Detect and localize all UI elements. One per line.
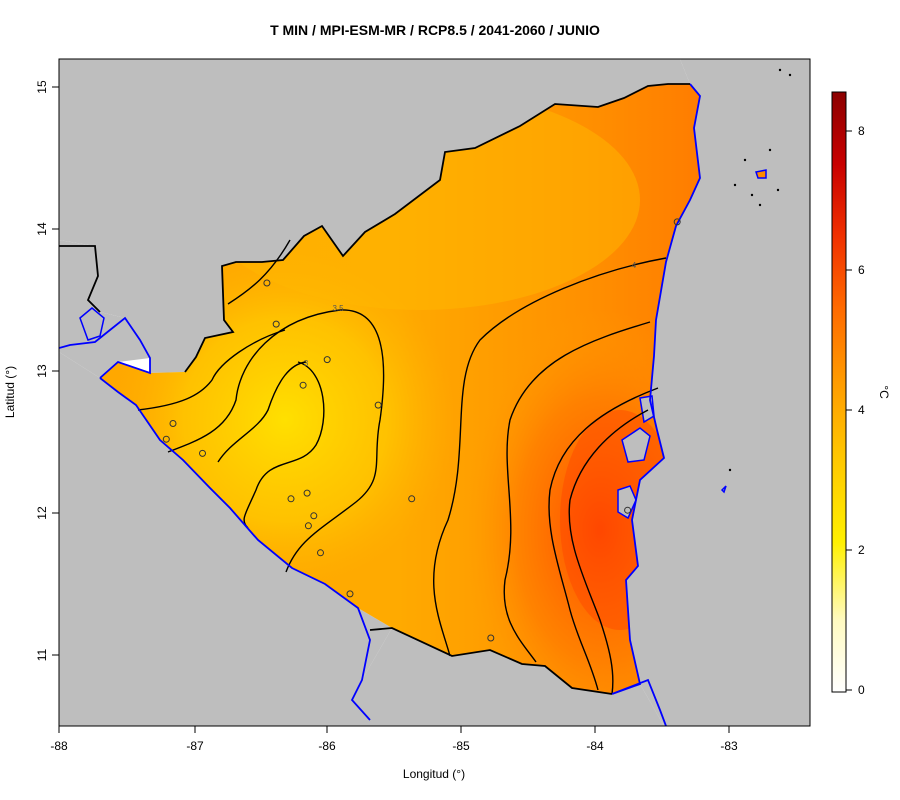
station-point (299, 381, 307, 389)
colorbar-tick-label: 8 (858, 124, 865, 138)
x-tick-label: -86 (318, 739, 336, 753)
contour-lines (137, 239, 667, 695)
station-points (162, 218, 681, 642)
station-point (408, 495, 416, 503)
station-point (317, 549, 324, 557)
borders (59, 83, 690, 695)
plot-frame (58, 58, 811, 727)
pacific-coastline (99, 377, 371, 721)
contour-3-5 (167, 309, 385, 573)
y-axis-label: Latitud (°) (3, 366, 17, 418)
x-tick-label: -83 (720, 739, 738, 753)
contour-label-4: 4 (632, 261, 637, 270)
chart-title: T MIN / MPI-ESM-MR / RCP8.5 / 2041-2060 … (270, 22, 600, 38)
honduras-west-border (59, 245, 101, 313)
pacific-west-land (59, 352, 392, 726)
contour-4 (432, 257, 667, 657)
costa-rica-land (330, 628, 664, 726)
contour-5-5 (568, 409, 649, 695)
contour-3-5-west (137, 329, 286, 411)
colorbar-tick-label: 4 (858, 403, 865, 417)
station-point (199, 449, 206, 457)
station-point (310, 512, 318, 520)
caribbean-coastline (611, 83, 701, 726)
colorbar-tick-label: 2 (858, 543, 865, 557)
x-tick-label: -84 (586, 739, 604, 753)
honduras-north-land (59, 59, 690, 373)
coastlines (59, 83, 701, 726)
islands (728, 68, 792, 472)
station-point (323, 356, 331, 364)
lake-lagoon-west (79, 307, 105, 341)
contour-label-3: 3 (304, 359, 309, 368)
y-tick-label: 12 (35, 506, 49, 520)
station-point (624, 506, 632, 514)
contour-4-5 (503, 321, 651, 663)
station-point (487, 634, 495, 642)
caribbean-east-land (626, 59, 810, 726)
contour-3-inner (243, 361, 325, 529)
x-tick-label: -87 (186, 739, 204, 753)
station-point (169, 420, 177, 427)
lagoon-east-pearl (621, 427, 651, 463)
plot-panel: 3.5 3 4 (59, 59, 810, 726)
lagoon-east-bluefields (617, 485, 637, 520)
station-point (304, 522, 312, 530)
colorbar-unit-label: °C (877, 385, 891, 399)
station-point (263, 279, 271, 287)
station-point (374, 401, 382, 409)
station-point (346, 590, 354, 598)
colorbar (831, 91, 847, 693)
station-point (272, 320, 280, 328)
x-axis-label: Longitud (°) (403, 767, 465, 781)
x-tick-label: -85 (452, 739, 470, 753)
colorbar-tick-label: 6 (858, 263, 865, 277)
gulf-fonseca-coast (59, 316, 151, 379)
costa-rica-border (369, 627, 613, 695)
station-point (673, 218, 681, 226)
honduras-border (184, 83, 690, 373)
station-point (162, 435, 170, 443)
island-east (755, 169, 767, 179)
island-south (720, 485, 727, 494)
y-tick-label: 13 (35, 364, 49, 378)
y-tick-label: 11 (35, 648, 49, 661)
y-tick-label: 14 (35, 222, 49, 236)
contour-5 (548, 387, 659, 691)
station-point (287, 495, 295, 503)
station-point (303, 489, 311, 497)
contour-3-outer (217, 361, 307, 463)
y-tick-label: 15 (35, 80, 49, 94)
y-axis (52, 86, 59, 656)
colorbar-ticks (846, 130, 852, 691)
contour-4-north (227, 239, 291, 305)
contour-label-3-5: 3.5 (332, 304, 344, 313)
x-tick-label: -88 (50, 739, 68, 753)
x-axis (58, 726, 730, 733)
colorbar-tick-label: 0 (858, 683, 865, 697)
